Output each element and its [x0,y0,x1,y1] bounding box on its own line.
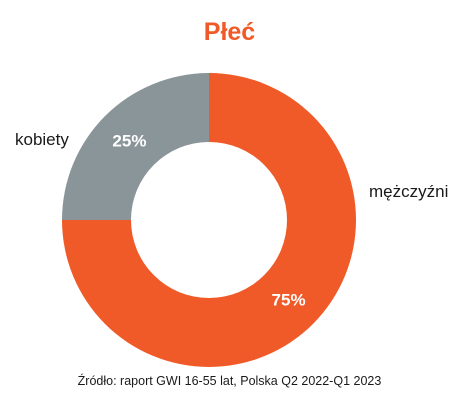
chart-title: Płeć [203,18,256,46]
source-note: Źródło: raport GWI 16-55 lat, Polska Q2 … [77,374,382,388]
category-label-men: mężczyźni [369,182,448,201]
donut-slices [62,73,356,367]
data-label-men: 75% [272,291,306,310]
category-label-women: kobiety [15,130,69,149]
slice-women [62,73,209,220]
slice-men [62,73,356,367]
data-label-women: 25% [112,131,146,150]
donut-labels: 75% 25% mężczyźni kobiety [15,130,448,310]
